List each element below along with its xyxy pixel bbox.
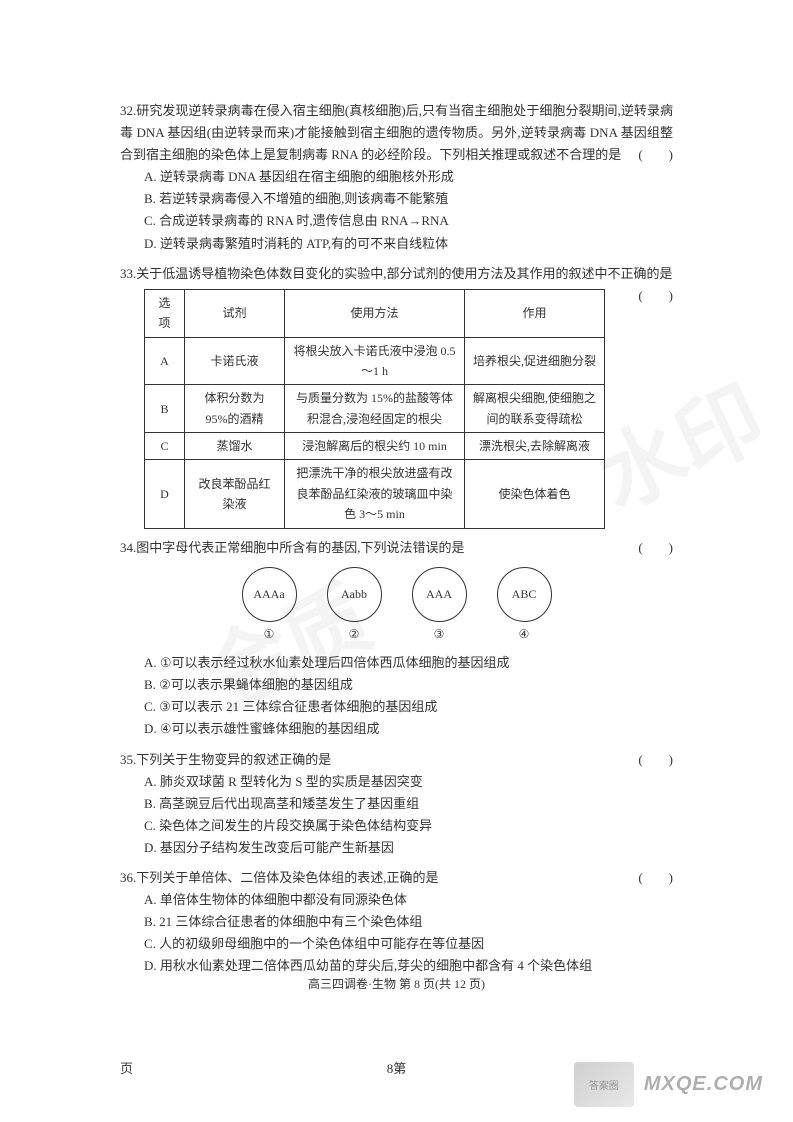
- table-header: 作用: [465, 289, 605, 337]
- circle-item: AAA ③: [412, 567, 467, 644]
- table-cell: 将根尖放入卡诺氏液中浸泡 0.5～1 h: [285, 337, 465, 385]
- table-cell: 培养根尖,促进细胞分裂: [465, 337, 605, 385]
- table-header: 使用方法: [285, 289, 465, 337]
- question-33: 33.关于低温诱导植物染色体数目变化的实验中,部分试剂的使用方法及其作用的叙述中…: [120, 263, 673, 529]
- table-row: A 卡诺氏液 将根尖放入卡诺氏液中浸泡 0.5～1 h 培养根尖,促进细胞分裂: [145, 337, 605, 385]
- question-body: 图中字母代表正常细胞中所含有的基因,下列说法错误的是: [136, 540, 464, 555]
- table-cell: 体积分数为 95%的酒精: [185, 385, 285, 433]
- table-cell: B: [145, 385, 185, 433]
- circle-item: Aabb ②: [327, 567, 382, 644]
- option-c: C. 合成逆转录病毒的 RNA 时,遗传信息由 RNA→RNA: [120, 210, 673, 232]
- watermark-text: MXQE.COM: [644, 1073, 763, 1096]
- question-body: 下列关于生物变异的叙述正确的是: [136, 752, 331, 767]
- table-header: 选项: [145, 289, 185, 337]
- option-a: A. 单倍体生物体的体细胞中都没有同源染色体: [120, 889, 673, 911]
- table-cell: 解离根尖细胞,使细胞之间的联系变得疏松: [465, 385, 605, 433]
- answer-bracket: ( ): [638, 144, 673, 166]
- table-cell: 蒸馏水: [185, 433, 285, 460]
- table-row: D 改良苯酚品红染液 把漂洗干净的根尖放进盛有改良苯酚品红染液的玻璃皿中染色 3…: [145, 460, 605, 528]
- table-cell: 漂洗根尖,去除解离液: [465, 433, 605, 460]
- circle-label: ③: [412, 624, 467, 644]
- page-bottom-center: 8第: [387, 1061, 407, 1076]
- option-d: D. 逆转录病毒繁殖时消耗的 ATP,有的可不来自线粒体: [120, 233, 673, 255]
- question-number: 35.: [120, 752, 136, 767]
- circle-icon: AAA: [412, 567, 467, 622]
- question-body: 关于低温诱导植物染色体数目变化的实验中,部分试剂的使用方法及其作用的叙述中不正确…: [136, 266, 672, 281]
- table-cell: 使染色体着色: [465, 460, 605, 528]
- circle-label: ④: [497, 624, 552, 644]
- answer-bracket: ( ): [638, 537, 673, 559]
- question-number: 33.: [120, 266, 136, 281]
- option-d: D. 基因分子结构发生改变后可能产生新基因: [120, 837, 673, 859]
- answer-bracket: ( ): [638, 867, 673, 889]
- option-a: A. 肺炎双球菌 R 型转化为 S 型的实质是基因突变: [120, 771, 673, 793]
- question-36: 36.下列关于单倍体、二倍体及染色体组的表述,正确的是 ( ) A. 单倍体生物…: [120, 867, 673, 977]
- table-row: C 蒸馏水 浸泡解离后的根尖约 10 min 漂洗根尖,去除解离液: [145, 433, 605, 460]
- question-text: 36.下列关于单倍体、二倍体及染色体组的表述,正确的是 ( ): [120, 867, 673, 889]
- table-header-row: 选项 试剂 使用方法 作用: [145, 289, 605, 337]
- table-row: B 体积分数为 95%的酒精 与质量分数为 15%的盐酸等体积混合,浸泡经固定的…: [145, 385, 605, 433]
- question-34: 34.图中字母代表正常细胞中所含有的基因,下列说法错误的是 ( ) AAAa ①…: [120, 537, 673, 741]
- question-35: 35.下列关于生物变异的叙述正确的是 ( ) A. 肺炎双球菌 R 型转化为 S…: [120, 749, 673, 859]
- question-number: 32.: [120, 103, 136, 118]
- option-b: B. ②可以表示果蝇体细胞的基因组成: [120, 674, 673, 696]
- question-text: 33.关于低温诱导植物染色体数目变化的实验中,部分试剂的使用方法及其作用的叙述中…: [120, 263, 673, 285]
- answer-bracket: ( ): [638, 749, 673, 771]
- circle-item: ABC ④: [497, 567, 552, 644]
- question-body: 下列关于单倍体、二倍体及染色体组的表述,正确的是: [136, 870, 438, 885]
- table-cell: 浸泡解离后的根尖约 10 min: [285, 433, 465, 460]
- option-a: A. 逆转录病毒 DNA 基因组在宿主细胞的细胞核外形成: [120, 166, 673, 188]
- page-footer: 高三四调卷·生物 第 8 页(共 12 页): [0, 975, 793, 992]
- option-d: D. 用秋水仙素处理二倍体西瓜幼苗的芽尖后,芽尖的细胞中都含有 4 个染色体组: [120, 955, 673, 977]
- question-number: 34.: [120, 540, 136, 555]
- circle-icon: Aabb: [327, 567, 382, 622]
- question-text: 34.图中字母代表正常细胞中所含有的基因,下列说法错误的是 ( ): [120, 537, 673, 559]
- option-d: D. ④可以表示雄性蜜蜂体细胞的基因组成: [120, 718, 673, 740]
- option-c: C. ③可以表示 21 三体综合征患者体细胞的基因组成: [120, 696, 673, 718]
- question-text: 32.研究发现逆转录病毒在侵入宿主细胞(真核细胞)后,只有当宿主细胞处于细胞分裂…: [120, 100, 673, 166]
- table-cell: 把漂洗干净的根尖放进盛有改良苯酚品红染液的玻璃皿中染色 3～5 min: [285, 460, 465, 528]
- circle-icon: ABC: [497, 567, 552, 622]
- option-a: A. ①可以表示经过秋水仙素处理后四倍体西瓜体细胞的基因组成: [120, 652, 673, 674]
- table-cell: C: [145, 433, 185, 460]
- table-header: 试剂: [185, 289, 285, 337]
- bottom-watermark: 答案圈 MXQE.COM: [574, 1062, 763, 1107]
- option-table: 选项 试剂 使用方法 作用 A 卡诺氏液 将根尖放入卡诺氏液中浸泡 0.5～1 …: [144, 289, 605, 529]
- table-cell: A: [145, 337, 185, 385]
- content-container: 32.研究发现逆转录病毒在侵入宿主细胞(真核细胞)后,只有当宿主细胞处于细胞分裂…: [120, 100, 673, 977]
- question-text: 35.下列关于生物变异的叙述正确的是 ( ): [120, 749, 673, 771]
- circle-label: ②: [327, 624, 382, 644]
- logo-icon: 答案圈: [574, 1062, 634, 1107]
- table-cell: 卡诺氏液: [185, 337, 285, 385]
- option-b: B. 若逆转录病毒侵入不增殖的细胞,则该病毒不能繁殖: [120, 188, 673, 210]
- circle-icon: AAAa: [242, 567, 297, 622]
- question-number: 36.: [120, 870, 136, 885]
- question-body: 研究发现逆转录病毒在侵入宿主细胞(真核细胞)后,只有当宿主细胞处于细胞分裂期间,…: [120, 103, 673, 162]
- table-cell: D: [145, 460, 185, 528]
- page-bottom-left: 页: [120, 1058, 133, 1077]
- option-c: C. 染色体之间发生的片段交换属于染色体结构变异: [120, 815, 673, 837]
- option-b: B. 高茎豌豆后代出现高茎和矮茎发生了基因重组: [120, 793, 673, 815]
- option-b: B. 21 三体综合征患者的体细胞中有三个染色体组: [120, 911, 673, 933]
- answer-bracket: ( ): [638, 285, 673, 307]
- table-cell: 改良苯酚品红染液: [185, 460, 285, 528]
- table-cell: 与质量分数为 15%的盐酸等体积混合,浸泡经固定的根尖: [285, 385, 465, 433]
- question-32: 32.研究发现逆转录病毒在侵入宿主细胞(真核细胞)后,只有当宿主细胞处于细胞分裂…: [120, 100, 673, 255]
- circle-item: AAAa ①: [242, 567, 297, 644]
- circles-diagram: AAAa ① Aabb ② AAA ③ ABC ④: [120, 567, 673, 644]
- circle-label: ①: [242, 624, 297, 644]
- option-c: C. 人的初级卵母细胞中的一个染色体组中可能存在等位基因: [120, 933, 673, 955]
